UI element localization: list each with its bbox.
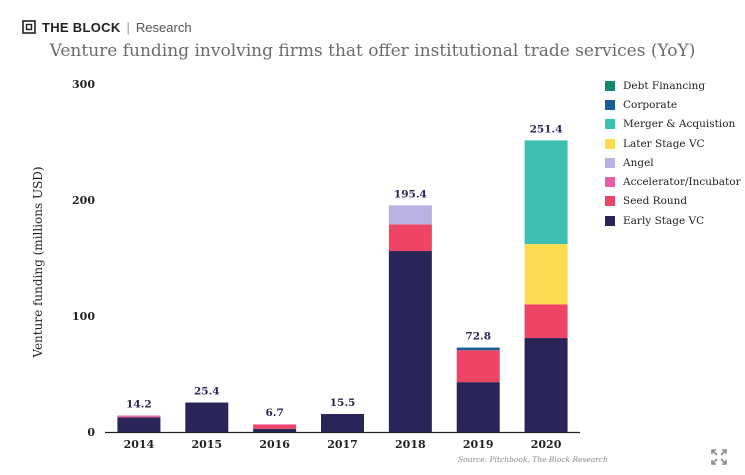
legend-item: Early Stage VC — [605, 211, 741, 230]
legend-label: Early Stage VC — [623, 214, 705, 227]
bar-total-label: 14.2 — [126, 399, 152, 411]
legend-label: Later Stage VC — [623, 137, 705, 150]
source-note: Source: Pitchbook, The Block Research — [458, 455, 608, 464]
bar-segment — [253, 424, 297, 429]
legend-item: Debt Financing — [605, 76, 741, 95]
bar-segment — [253, 428, 297, 432]
x-tick-label: 2014 — [124, 438, 155, 451]
legend-swatch — [605, 99, 615, 110]
x-tick-label: 2018 — [395, 438, 426, 451]
bar-segment — [388, 205, 432, 225]
y-tick-label: 200 — [72, 194, 95, 207]
chart-title: Venture funding involving firms that off… — [49, 41, 696, 61]
bar-segment — [253, 424, 297, 425]
legend-label: Angel — [623, 156, 654, 169]
bar-total-label: 15.5 — [330, 397, 356, 409]
bar-total-label: 72.8 — [465, 331, 491, 343]
bar-segment — [524, 304, 568, 339]
legend-label: Seed Round — [623, 195, 688, 208]
legend-item: Merger & Acquistion — [605, 115, 741, 134]
legend-label: Corporate — [623, 98, 678, 111]
y-tick-label: 300 — [72, 78, 95, 91]
chart-legend: Debt Financing Corporate Merger & Acquisti… — [605, 76, 741, 230]
bar-segment — [456, 347, 500, 351]
x-tick-label: 2020 — [531, 438, 562, 451]
bar-segment — [524, 140, 568, 245]
bar-segment — [321, 414, 364, 432]
legend-item: Accelerator/Incubator — [605, 172, 741, 191]
legend-item: Angel — [605, 153, 741, 172]
y-tick-label: 100 — [72, 310, 95, 323]
bar-total-label: 25.4 — [194, 386, 220, 398]
legend-swatch — [605, 157, 615, 168]
bar-segment — [524, 244, 568, 305]
legend-swatch — [605, 119, 615, 130]
bar-segment — [117, 417, 161, 432]
bar-segment — [117, 415, 161, 417]
brand-name: THE BLOCK — [42, 19, 121, 35]
bar-total-label: 251.4 — [530, 123, 563, 135]
x-tick-label: 2019 — [463, 438, 494, 451]
y-tick-label: 0 — [87, 426, 95, 439]
x-tick-label: 2017 — [327, 438, 358, 451]
legend-label: Debt Financing — [623, 79, 706, 92]
bar-total-label: 195.4 — [394, 188, 427, 200]
bar-segment — [524, 338, 568, 432]
legend-swatch — [605, 177, 615, 188]
x-tick-label: 2015 — [191, 438, 222, 451]
legend-item: Corporate — [605, 95, 741, 114]
brand-separator: | — [126, 19, 130, 35]
legend-label: Merger & Acquistion — [623, 118, 736, 131]
legend-item: Seed Round — [605, 192, 741, 211]
bar-total-label: 6.7 — [266, 407, 284, 419]
bar-segment — [456, 382, 500, 432]
legend-label: Accelerator/Incubator — [623, 176, 741, 189]
bar-segment — [388, 251, 432, 432]
legend-swatch — [605, 80, 615, 91]
bar-segment — [456, 350, 500, 383]
legend-swatch — [605, 138, 615, 149]
legend-swatch — [605, 196, 615, 207]
expand-icon[interactable] — [711, 449, 727, 465]
x-tick-label: 2016 — [259, 438, 290, 451]
bar-segment — [117, 416, 161, 418]
brand-header: THE BLOCK | Research — [22, 18, 192, 36]
bar-segment — [185, 402, 229, 432]
brand-section: Research — [135, 19, 192, 35]
bar-segment — [388, 224, 432, 252]
legend-swatch — [605, 215, 615, 226]
cube-logo-icon — [22, 20, 36, 34]
legend-item: Later Stage VC — [605, 134, 741, 153]
